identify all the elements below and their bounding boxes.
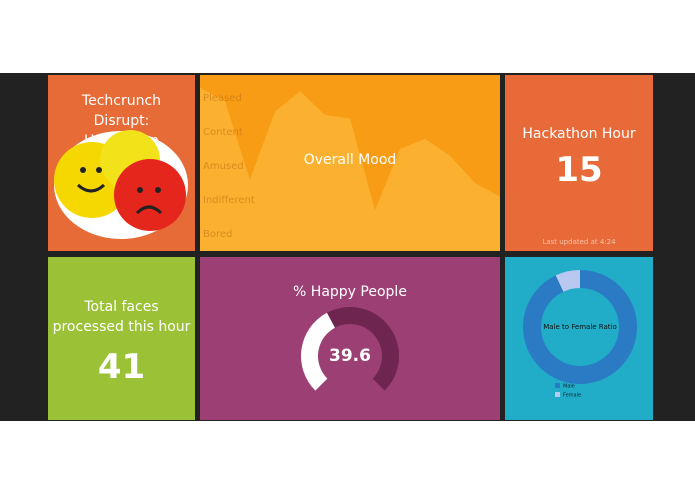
hour-value: 15 [555,150,603,190]
happy-tile: % Happy People [200,257,500,420]
eye [80,167,86,173]
tile-title: % Happy People [293,284,407,300]
tile-title: Total faces processed this hour [52,299,191,335]
legend-label: Female [563,393,581,399]
legend-swatch [555,392,560,397]
footnote: Last updated at 4:24 [542,238,616,246]
hour-tile: Hackathon Hour 15 Last updated at 4:24 [505,75,653,251]
gauge-value [301,312,335,391]
gauge-track [326,307,399,391]
tile-title: Overall Mood [304,152,397,168]
mouth [76,183,106,193]
legend-label: Male [563,384,575,390]
mouth [135,205,163,215]
y-tick-label: Indifferent [203,195,255,206]
faces-value: 41 [97,347,146,387]
y-tick-label: Bored [203,229,232,240]
donut-slice [555,270,580,292]
y-tick-label: Content [203,127,243,138]
donut-slice [523,270,637,384]
legend-swatch [555,383,560,388]
tile-title: Hackathon Hour [522,126,636,142]
eye [155,187,161,193]
faces-tile: Total faces processed this hour 41 [48,257,195,420]
emoji [114,159,186,231]
eye [137,187,143,193]
emoji-image [54,130,188,239]
y-tick-label: Pleased [203,93,242,104]
donut-title: Male to Female Ratio [543,323,617,331]
mood-area [200,87,500,251]
gauge-label: 39.6 [329,346,371,366]
eye [96,167,102,173]
y-tick-label: Amused [203,161,244,172]
